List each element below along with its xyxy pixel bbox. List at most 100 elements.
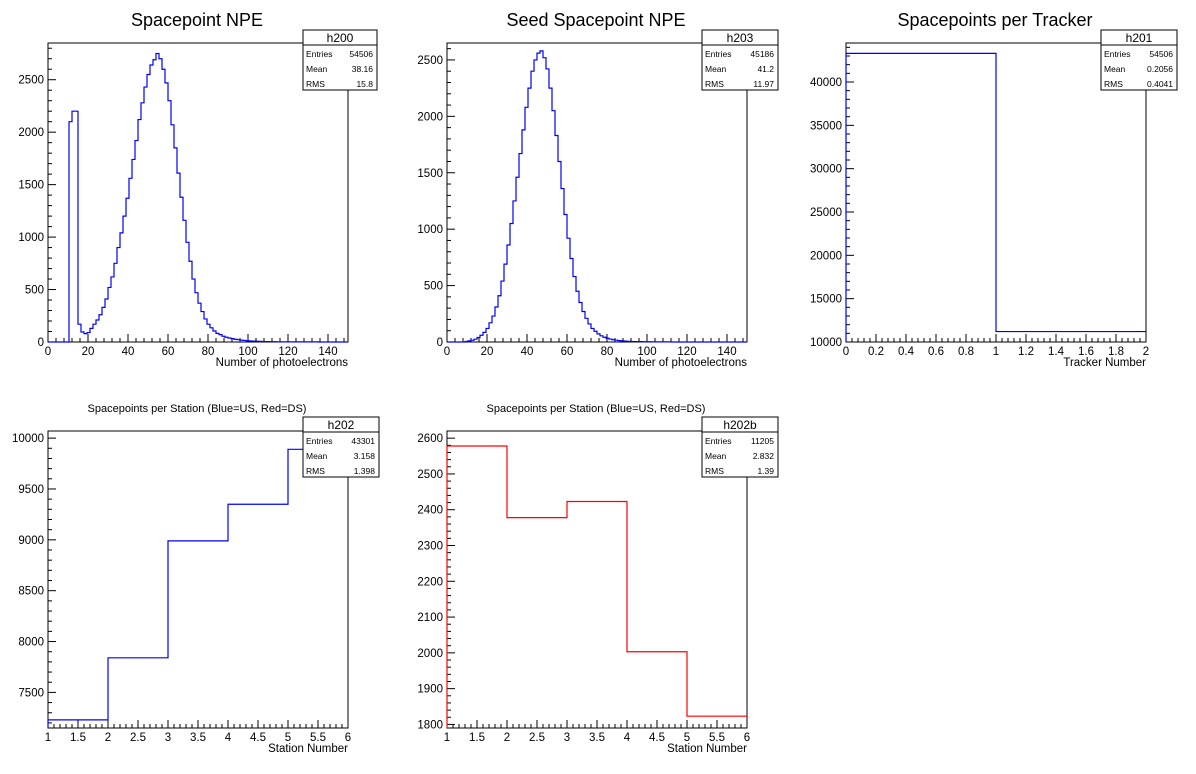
x-axis-label: Tracker Number [1063,357,1146,369]
stats-mean-label: Mean [705,451,727,461]
chart-title: Spacepoints per Station (Blue=US, Red=DS… [487,403,706,415]
x-tick-label: 140 [318,346,337,358]
y-tick-label: 10000 [12,433,44,445]
x-tick-label: 4 [624,732,631,744]
x-tick-label: 2 [504,732,510,744]
y-tick-label: 15000 [810,294,842,306]
x-tick-label: 1.8 [1108,346,1124,358]
stats-mean-value: 2.832 [753,451,775,461]
stats-rms-label: RMS [705,79,724,89]
x-tick-label: 0 [843,346,849,358]
x-tick-label: 40 [521,346,534,358]
histogram-series-line [845,52,1146,342]
x-tick-label: 20 [481,346,494,358]
x-tick-label: 120 [677,346,696,358]
x-tick-label: 3.5 [190,732,206,744]
stats-mean-label: Mean [1104,64,1126,74]
stats-entries-value: 54506 [349,49,373,59]
x-tick-label: 140 [717,346,736,358]
x-tick-label: 3 [564,732,570,744]
x-tick-label: 4.5 [250,732,266,744]
x-tick-label: 0.6 [928,346,944,358]
chart-title: Spacepoint NPE [131,10,263,30]
x-axis-label: Number of photoelectrons [216,357,349,369]
chart-title: Spacepoints per Station (Blue=US, Red=DS… [88,403,307,415]
stats-entries-label: Entries [1104,49,1130,59]
x-tick-label: 5.5 [709,732,725,744]
x-tick-label: 2.5 [529,732,545,744]
stats-box-name: h201 [1126,31,1153,45]
y-tick-label: 1800 [417,719,443,731]
x-tick-label: 2 [105,732,111,744]
y-tick-label: 2000 [18,127,44,139]
x-tick-label: 60 [561,346,574,358]
x-tick-label: 6 [345,732,351,744]
y-tick-label: 7500 [18,687,44,699]
y-tick-label: 500 [25,285,44,297]
stats-rms-value: 1.398 [354,466,376,476]
y-tick-label: 30000 [810,164,842,176]
stats-rms-label: RMS [1104,79,1123,89]
x-axis-label: Station Number [268,743,348,755]
stats-mean-value: 3.158 [354,451,376,461]
y-tick-label: 0 [38,337,44,349]
x-tick-label: 1.5 [469,732,485,744]
x-tick-label: 60 [162,346,175,358]
y-tick-label: 0 [437,337,443,349]
x-tick-label: 120 [278,346,297,358]
y-tick-label: 25000 [810,207,842,219]
y-tick-label: 8500 [18,586,44,598]
x-tick-label: 4 [225,732,232,744]
x-tick-label: 5 [684,732,690,744]
x-tick-label: 3 [165,732,171,744]
stats-box-name: h202b [723,418,757,432]
plot-frame [446,42,748,343]
histogram-series-line [446,445,747,728]
stats-mean-value: 0.2056 [1147,64,1173,74]
x-tick-label: 5.5 [310,732,326,744]
stats-entries-value: 54506 [1149,49,1173,59]
stats-rms-label: RMS [306,79,325,89]
chart-title: Seed Spacepoint NPE [506,10,685,30]
x-tick-label: 0.4 [898,346,915,358]
stats-box-name: h203 [727,31,754,45]
x-tick-label: 1.4 [1048,346,1065,358]
stats-entries-label: Entries [705,49,731,59]
y-tick-label: 9500 [18,484,44,496]
x-tick-label: 100 [238,346,257,358]
x-tick-label: 1.2 [1018,346,1034,358]
y-tick-label: 2400 [417,505,443,517]
x-tick-label: 80 [202,346,215,358]
stats-rms-value: 15.8 [356,79,373,89]
histogram-series-line [47,448,348,728]
stats-mean-value: 38.16 [352,64,374,74]
stats-rms-label: RMS [705,466,724,476]
stats-box [1100,29,1178,91]
x-tick-label: 3.5 [589,732,605,744]
x-tick-label: 0.8 [958,346,974,358]
y-tick-label: 9000 [18,535,44,547]
stats-box [701,29,779,91]
x-tick-label: 5 [285,732,291,744]
x-tick-label: 1.6 [1078,346,1094,358]
x-tick-label: 2 [1143,346,1149,358]
y-tick-label: 1500 [417,168,443,180]
y-tick-label: 2500 [417,55,443,67]
histogram-series-line [48,52,348,343]
y-tick-label: 500 [424,281,443,293]
stats-box [302,416,380,478]
stats-entries-value: 43301 [351,436,375,446]
stats-rms-label: RMS [306,466,325,476]
x-tick-label: 80 [601,346,614,358]
y-tick-label: 2500 [18,75,44,87]
stats-entries-value: 11205 [751,436,774,446]
x-tick-label: 1 [45,732,51,744]
stats-entries-value: 45186 [750,49,774,59]
y-tick-label: 1000 [417,224,443,236]
stats-box [302,29,378,91]
plot-frame [47,42,349,343]
y-tick-label: 1000 [18,232,44,244]
stats-box-name: h200 [327,31,354,45]
y-tick-label: 2000 [417,648,443,660]
